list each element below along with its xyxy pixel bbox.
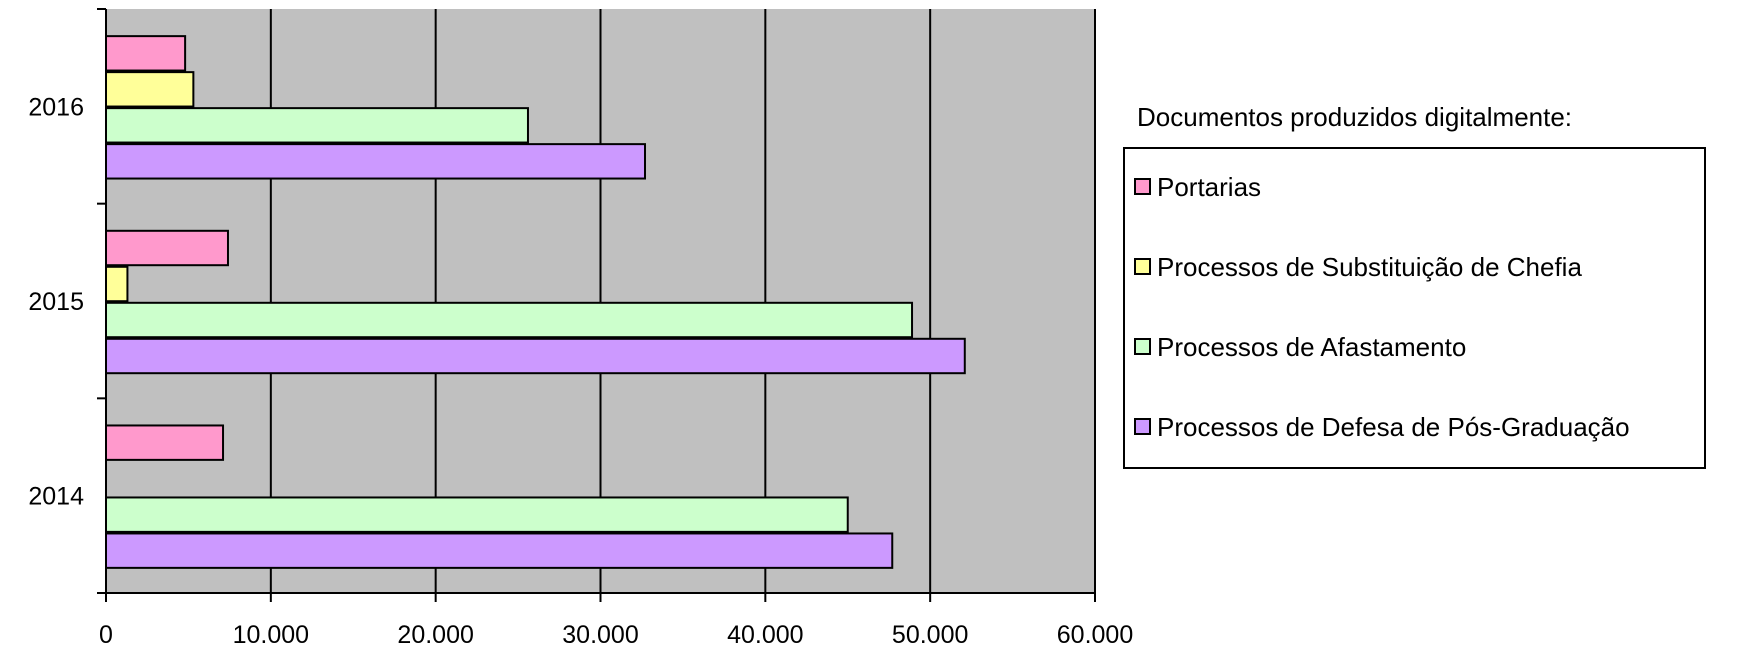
bar-2016-3 xyxy=(105,143,647,180)
x-tick-label: 10.000 xyxy=(233,621,309,649)
bar-2015-2 xyxy=(105,301,914,339)
bar-2015-0 xyxy=(105,229,229,267)
bar-2014-2 xyxy=(105,496,849,533)
bar-2014-3 xyxy=(105,532,894,569)
legend: Portarias Processos de Substituição de Ch… xyxy=(1134,172,1630,442)
legend-swatch-0 xyxy=(1134,178,1151,195)
gridlines xyxy=(269,9,1096,593)
x-tick-label: 20.000 xyxy=(397,621,473,649)
y-tick-label: 2015 xyxy=(28,288,84,316)
bars xyxy=(105,35,966,569)
legend-box xyxy=(1123,147,1706,469)
legend-label-1: Processos de Substituição de Chefia xyxy=(1157,252,1582,282)
legend-label-2: Processos de Afastamento xyxy=(1157,332,1466,362)
bar-2016-2 xyxy=(105,107,529,144)
x-ticks: 0 10.000 20.000 30.000 40.000 50.000 60.000 xyxy=(99,593,1133,649)
x-tick-label: 50.000 xyxy=(892,621,968,649)
x-tick-label: 30.000 xyxy=(562,621,638,649)
bar-2016-0 xyxy=(105,35,187,72)
legend-swatch-3 xyxy=(1134,418,1151,435)
x-tick-label: 60.000 xyxy=(1057,621,1133,649)
legend-swatch-2 xyxy=(1134,338,1151,355)
legend-label-0: Portarias xyxy=(1157,172,1261,202)
x-tick-label: 0 xyxy=(99,621,113,649)
x-tick-label: 40.000 xyxy=(727,621,803,649)
legend-label-3: Processos de Defesa de Pós-Graduação xyxy=(1157,412,1630,442)
bar-2015-3 xyxy=(105,337,966,375)
legend-swatch-1 xyxy=(1134,258,1151,275)
bar-2015-1 xyxy=(105,265,129,303)
y-ticks: 2016 2015 2014 xyxy=(28,8,106,594)
bar-2014-0 xyxy=(105,424,225,461)
y-tick-label: 2014 xyxy=(28,483,84,511)
bar-2016-1 xyxy=(105,71,195,108)
legend-title: Documentos produzidos digitalmente: xyxy=(1137,102,1572,132)
y-tick-label: 2016 xyxy=(28,93,84,121)
